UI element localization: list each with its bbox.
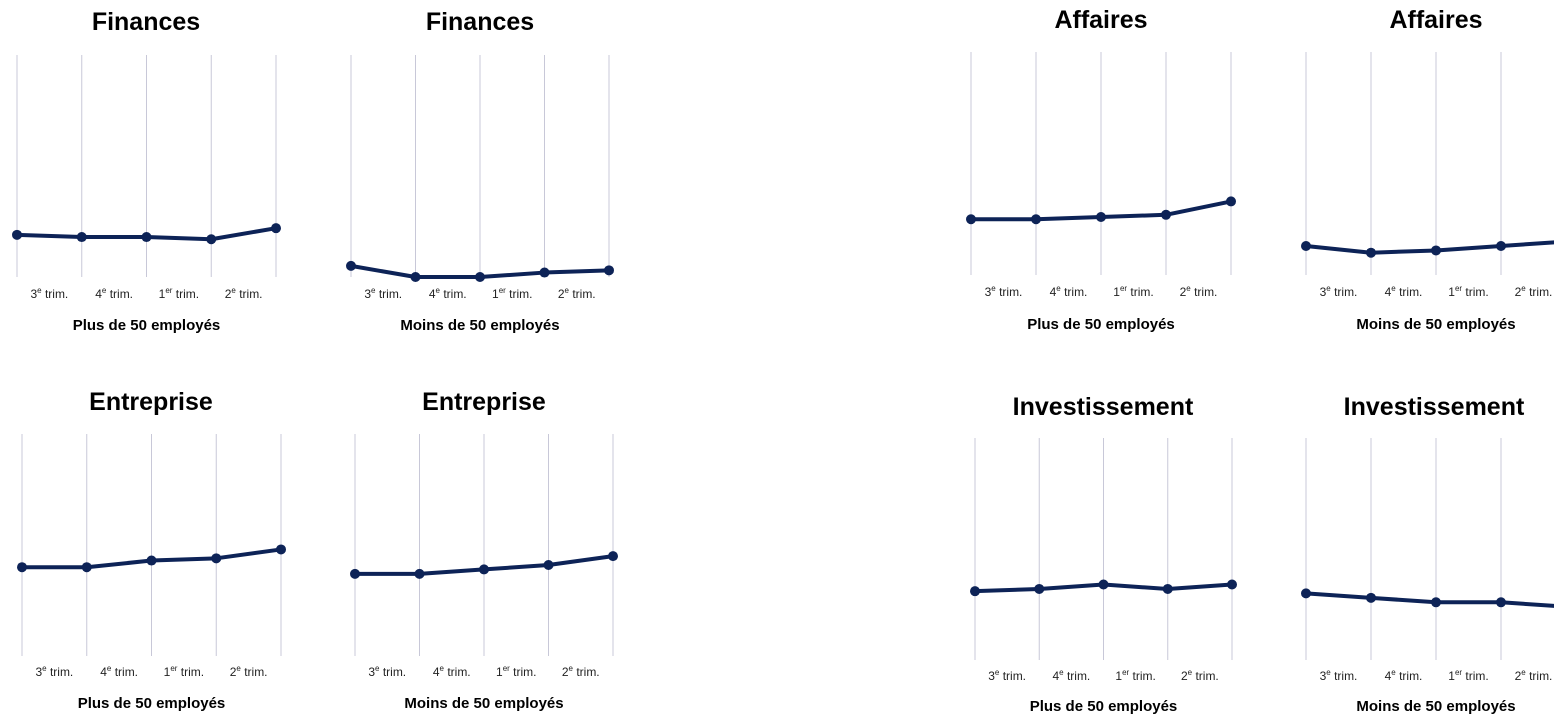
data-point bbox=[1301, 588, 1311, 599]
tick-label: 2e trim. bbox=[1180, 284, 1218, 299]
data-point bbox=[1431, 245, 1441, 256]
data-point bbox=[81, 562, 92, 573]
data-point bbox=[1031, 214, 1041, 225]
tick-label: 1er trim. bbox=[1448, 668, 1488, 683]
chart-title: Investissement bbox=[1013, 393, 1194, 421]
series-line bbox=[1304, 240, 1554, 255]
data-point bbox=[970, 586, 980, 597]
chart-xlabel: Moins de 50 employés bbox=[1356, 316, 1515, 333]
tick-label: 1er trim. bbox=[1115, 668, 1155, 683]
tick-label: 1er trim. bbox=[492, 286, 532, 301]
series-line bbox=[1304, 591, 1554, 608]
tick-label: 1er trim. bbox=[496, 664, 536, 679]
data-point bbox=[479, 564, 489, 575]
chart-title: Affaires bbox=[1054, 6, 1147, 34]
chart-panel-2: Finances 3e trim. 4e trim. 1er trim. 2e trim… bbox=[346, 8, 614, 334]
data-point bbox=[1496, 597, 1506, 608]
data-point bbox=[604, 265, 614, 276]
tick-label: 2e trim. bbox=[562, 664, 600, 679]
chart-title: Entreprise bbox=[89, 388, 213, 416]
data-point bbox=[543, 559, 554, 570]
chart-xlabel: Plus de 50 employés bbox=[1027, 316, 1175, 333]
tick-label: 4e trim. bbox=[1385, 668, 1423, 683]
chart-panel-8: Investissement 3e trim. 4e trim. 1er trim. 2… bbox=[1301, 393, 1554, 715]
tick-label: 2e trim. bbox=[225, 286, 263, 301]
tick-label: 3e trim. bbox=[30, 286, 68, 301]
tick-label: 2e trim. bbox=[230, 664, 268, 679]
chart-panel-6: Affaires 3e trim. 4e trim. 1er trim. 2e trim… bbox=[1301, 6, 1554, 333]
chart-title: Entreprise bbox=[422, 388, 546, 416]
data-point bbox=[146, 555, 157, 566]
tick-label: 4e trim. bbox=[100, 664, 138, 679]
data-point bbox=[1301, 241, 1311, 252]
chart-title: Finances bbox=[92, 8, 200, 36]
tick-label: 3e trim. bbox=[988, 668, 1026, 683]
data-point bbox=[1431, 597, 1441, 608]
tick-label: 2e trim. bbox=[1515, 284, 1553, 299]
data-point bbox=[410, 272, 421, 282]
data-point bbox=[276, 544, 286, 555]
tick-label: 3e trim. bbox=[985, 284, 1023, 299]
data-point bbox=[1227, 579, 1237, 590]
chart-panel-3: Entreprise 3e trim. 4e trim. 1er trim. 2e tr… bbox=[17, 388, 286, 712]
chart-xlabel: Plus de 50 employés bbox=[1030, 698, 1178, 715]
data-point bbox=[350, 568, 360, 579]
data-point bbox=[1161, 209, 1171, 220]
data-point bbox=[1034, 583, 1045, 594]
chart-xlabel: Moins de 50 employés bbox=[400, 317, 559, 334]
data-point bbox=[1162, 583, 1173, 594]
data-point bbox=[211, 553, 222, 564]
chart-title: Finances bbox=[426, 8, 534, 36]
tick-label: 2e trim. bbox=[1181, 668, 1219, 683]
tick-label: 2e trim. bbox=[1515, 668, 1553, 683]
tick-label: 4e trim. bbox=[1052, 668, 1090, 683]
tick-label: 4e trim. bbox=[1385, 284, 1423, 299]
tick-label: 4e trim. bbox=[429, 286, 467, 301]
data-point bbox=[1366, 247, 1376, 258]
tick-label: 3e trim. bbox=[368, 664, 406, 679]
data-point bbox=[1098, 579, 1109, 590]
data-point bbox=[17, 562, 27, 573]
data-point bbox=[76, 232, 87, 243]
tick-label: 2e trim. bbox=[558, 286, 596, 301]
chart-xlabel: Moins de 50 employés bbox=[1356, 698, 1515, 715]
tick-label: 1er trim. bbox=[1113, 284, 1153, 299]
data-point bbox=[475, 272, 485, 282]
tick-label: 4e trim. bbox=[1050, 284, 1088, 299]
tick-label: 1er trim. bbox=[159, 286, 199, 301]
chart-xlabel: Moins de 50 employés bbox=[404, 695, 563, 712]
data-point bbox=[12, 229, 22, 240]
data-point bbox=[271, 223, 281, 234]
tick-label: 3e trim. bbox=[364, 286, 402, 301]
data-point bbox=[539, 267, 550, 278]
tick-label: 1er trim. bbox=[164, 664, 204, 679]
data-point bbox=[1496, 241, 1506, 252]
chart-panel-4: Entreprise 3e trim. 4e trim. 1er trim. 2e tr… bbox=[350, 388, 618, 712]
data-point bbox=[1226, 196, 1236, 207]
tick-label: 3e trim. bbox=[1320, 668, 1358, 683]
data-point bbox=[206, 234, 217, 245]
tick-label: 1er trim. bbox=[1448, 284, 1488, 299]
data-point bbox=[608, 551, 618, 562]
tick-label: 3e trim. bbox=[35, 664, 73, 679]
data-point bbox=[141, 232, 152, 243]
data-point bbox=[1366, 592, 1376, 603]
tick-label: 4e trim. bbox=[433, 664, 471, 679]
chart-xlabel: Plus de 50 employés bbox=[78, 695, 226, 712]
data-point bbox=[346, 260, 356, 271]
chart-title: Affaires bbox=[1389, 6, 1482, 34]
chart-panel-5: Affaires 3e trim. 4e trim. 1er trim. 2e trim… bbox=[966, 6, 1236, 333]
chart-xlabel: Plus de 50 employés bbox=[73, 317, 221, 334]
data-point bbox=[966, 214, 976, 225]
data-point bbox=[1096, 212, 1106, 223]
chart-panel-7: Investissement 3e trim. 4e trim. 1er trim. 2… bbox=[970, 393, 1237, 715]
tick-label: 4e trim. bbox=[95, 286, 133, 301]
data-point bbox=[414, 568, 425, 579]
chart-title: Investissement bbox=[1344, 393, 1525, 421]
tick-label: 3e trim. bbox=[1320, 284, 1358, 299]
chart-panel-1: Finances 3e trim. 4e trim. 1er trim. 2e trim… bbox=[12, 8, 281, 334]
